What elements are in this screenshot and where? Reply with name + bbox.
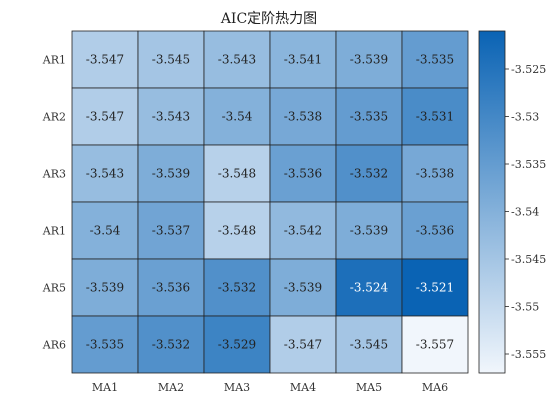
cell-value-label: -3.538 bbox=[416, 167, 454, 181]
cell-value-label: -3.547 bbox=[86, 110, 124, 124]
row-label: AR3 bbox=[42, 168, 66, 181]
cell-value-label: -3.539 bbox=[152, 167, 190, 181]
heatmap-cell bbox=[71, 144, 139, 203]
cell-value-label: -3.541 bbox=[284, 53, 322, 67]
heatmap-cell bbox=[269, 258, 337, 317]
cell-value-label: -3.532 bbox=[350, 167, 388, 181]
cell-value-label: -3.536 bbox=[416, 224, 454, 238]
row-label: AR6 bbox=[42, 339, 66, 352]
heatmap-cell bbox=[269, 315, 337, 374]
heatmap-cell bbox=[401, 258, 469, 317]
row-label: AR1 bbox=[42, 225, 66, 238]
row-label: AR2 bbox=[42, 111, 66, 124]
heatmap-cell bbox=[269, 144, 337, 203]
cell-value-label: -3.538 bbox=[284, 110, 322, 124]
row-label: AR1 bbox=[42, 54, 66, 67]
heatmap-cell bbox=[401, 315, 469, 374]
colorbar-tick-label: -3.55 bbox=[511, 301, 539, 314]
heatmap-cell bbox=[401, 201, 469, 260]
cell-value-label: -3.539 bbox=[86, 281, 124, 295]
colorbar: -3.525 -3.53 -3.535 -3.54 -3.545 -3.55 -3.555 bbox=[478, 30, 546, 374]
heatmap-cell bbox=[269, 30, 337, 89]
heatmap-cell bbox=[401, 144, 469, 203]
heatmap-cell bbox=[269, 201, 337, 260]
heatmap-cell bbox=[335, 30, 403, 89]
heatmap-cell bbox=[71, 201, 139, 260]
heatmap-cell bbox=[203, 201, 271, 260]
column-label: MA3 bbox=[224, 381, 250, 394]
colorbar-tick-label: -3.54 bbox=[511, 206, 539, 219]
heatmap-cell bbox=[335, 315, 403, 374]
cell-value-label: -3.547 bbox=[86, 53, 124, 67]
cell-value-label: -3.532 bbox=[152, 338, 190, 352]
cell-value-label: -3.54 bbox=[90, 224, 121, 238]
cell-value-label: -3.543 bbox=[152, 110, 190, 124]
cell-value-label: -3.557 bbox=[416, 338, 454, 352]
colorbar-tick-label: -3.53 bbox=[511, 111, 539, 124]
heatmap-cell bbox=[71, 315, 139, 374]
cell-value-label: -3.535 bbox=[86, 338, 124, 352]
heatmap-cell bbox=[335, 258, 403, 317]
cell-value-label: -3.539 bbox=[284, 281, 322, 295]
column-label: MA2 bbox=[158, 381, 184, 394]
column-label: MA6 bbox=[422, 381, 448, 394]
cell-value-label: -3.54 bbox=[222, 110, 253, 124]
heatmap-cell bbox=[137, 201, 205, 260]
cell-value-label: -3.543 bbox=[218, 53, 256, 67]
cell-value-label: -3.543 bbox=[86, 167, 124, 181]
heatmap-cell bbox=[335, 201, 403, 260]
cell-value-label: -3.542 bbox=[284, 224, 322, 238]
cell-value-label: -3.532 bbox=[218, 281, 256, 295]
cell-value-label: -3.548 bbox=[218, 167, 256, 181]
heatmap-cell bbox=[137, 144, 205, 203]
heatmap-cells: -3.547 -3.545 -3.543 -3.541 -3.539 -3.535 -3.5… bbox=[71, 30, 469, 374]
colorbar-tick-label: -3.535 bbox=[511, 158, 546, 171]
column-labels: MA1 MA2 MA3 MA4 MA5 MA6 bbox=[92, 381, 448, 394]
cell-value-label: -3.537 bbox=[152, 224, 190, 238]
cell-value-label: -3.545 bbox=[152, 53, 190, 67]
colorbar-gradient bbox=[478, 30, 506, 374]
column-label: MA4 bbox=[290, 381, 316, 394]
heatmap-cell bbox=[137, 30, 205, 89]
row-label: AR5 bbox=[42, 282, 66, 295]
heatmap-cell bbox=[137, 87, 205, 146]
column-label: MA1 bbox=[92, 381, 118, 394]
heatmap-cell bbox=[203, 258, 271, 317]
chart-title: AIC定阶热力图 bbox=[220, 11, 317, 27]
cell-value-label: -3.548 bbox=[218, 224, 256, 238]
cell-value-label: -3.539 bbox=[350, 224, 388, 238]
heatmap-cell bbox=[203, 30, 271, 89]
colorbar-tick-label: -3.545 bbox=[511, 253, 546, 266]
heatmap-cell bbox=[401, 87, 469, 146]
cell-value-label: -3.536 bbox=[152, 281, 190, 295]
cell-value-label: -3.545 bbox=[350, 338, 388, 352]
heatmap-cell bbox=[71, 30, 139, 89]
cell-value-label: -3.535 bbox=[350, 110, 388, 124]
cell-value-label: -3.531 bbox=[416, 110, 454, 124]
cell-value-label: -3.521 bbox=[416, 281, 454, 295]
cell-value-label: -3.547 bbox=[284, 338, 322, 352]
row-labels: AR1 AR2 AR3 AR1 AR5 AR6 bbox=[42, 54, 66, 352]
column-label: MA5 bbox=[356, 381, 382, 394]
heatmap-cell bbox=[269, 87, 337, 146]
colorbar-tick-label: -3.525 bbox=[511, 63, 546, 76]
cell-value-label: -3.524 bbox=[350, 281, 389, 295]
heatmap-cell bbox=[335, 144, 403, 203]
heatmap-cell bbox=[401, 30, 469, 89]
cell-value-label: -3.536 bbox=[284, 167, 322, 181]
cell-value-label: -3.535 bbox=[416, 53, 454, 67]
colorbar-tick-label: -3.555 bbox=[511, 348, 546, 361]
cell-value-label: -3.539 bbox=[350, 53, 388, 67]
cell-value-label: -3.529 bbox=[218, 338, 256, 352]
heatmap-cell bbox=[71, 258, 139, 317]
